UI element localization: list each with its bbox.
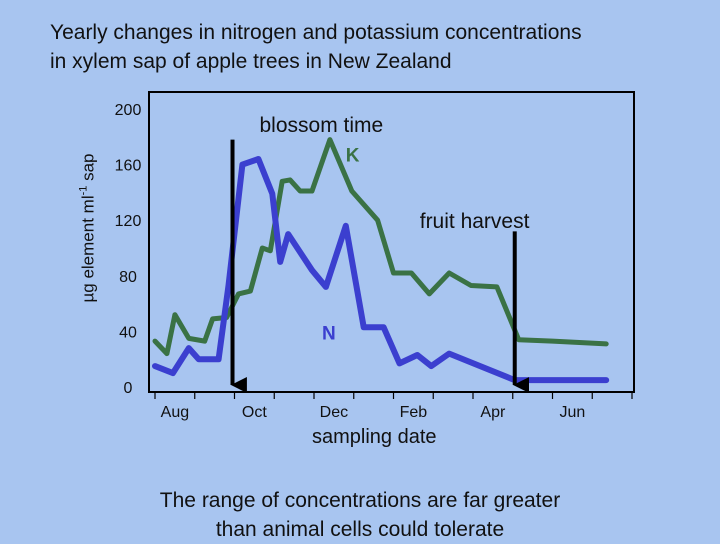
x-tick-label: Aug	[161, 404, 189, 421]
caption-line-1: The range of concentrations are far grea…	[159, 489, 561, 512]
series-line-K	[152, 137, 609, 357]
caption: The range of concentrations are far grea…	[60, 486, 660, 544]
x-tick-label: Apr	[480, 404, 506, 421]
y-tick-label: 0	[124, 380, 133, 397]
x-tick-label: Oct	[242, 404, 267, 421]
caption-line-2: than animal cells could tolerate	[215, 518, 505, 541]
y-tick-label: 160	[115, 158, 142, 175]
series-label-N: N	[322, 323, 336, 344]
series-line-N	[152, 156, 610, 384]
annotation-label: blossom time	[260, 114, 384, 137]
x-tick-label: Jun	[559, 404, 585, 421]
plot-frame	[148, 91, 635, 393]
y-tick-label: 80	[119, 269, 137, 286]
y-tick-label: 40	[119, 324, 137, 341]
x-tick-label: Feb	[400, 404, 428, 421]
series-label-K: K	[346, 145, 360, 166]
y-tick-label: 120	[115, 213, 142, 230]
title-line-1: Yearly changes in nitrogen and potassium…	[50, 21, 582, 44]
x-tick-label: Dec	[320, 404, 348, 421]
y-tick-label: 200	[115, 102, 142, 119]
title-line-2: in xylem sap of apple trees in New Zeala…	[50, 50, 452, 73]
chart-title: Yearly changes in nitrogen and potassium…	[50, 18, 710, 76]
annotation-label: fruit harvest	[420, 210, 530, 233]
x-axis-label: sampling date	[312, 426, 437, 448]
